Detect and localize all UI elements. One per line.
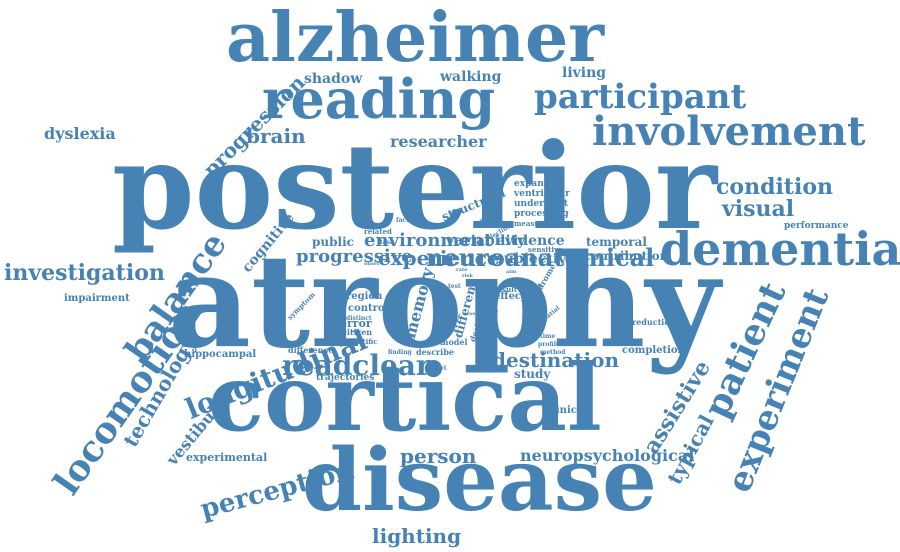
word-progressive: walking [440, 69, 502, 85]
word-investigation: lighting [372, 524, 462, 548]
word-related: related [364, 227, 392, 236]
word-task: task [380, 239, 395, 246]
word-performance: performance [784, 221, 849, 231]
word-expansion: expansion [514, 179, 565, 189]
word-area: area [436, 309, 449, 315]
word-processing: processing [514, 209, 569, 219]
word-neuropsychological: living [562, 65, 607, 81]
word-posterior: posterior [112, 117, 718, 256]
word-destination: neuropsychological [520, 446, 695, 465]
word-progression: investigation [4, 260, 165, 286]
word-study: subjective [496, 251, 576, 267]
word-alzheimer: alzheimer [226, 0, 605, 78]
word-neuroanatomical: dyslexia [44, 124, 116, 143]
word-citizen: citizen [342, 327, 373, 337]
word-effect: effect [494, 291, 526, 302]
word-assistive: readclear [282, 349, 431, 382]
word-cortical: cortical [208, 344, 602, 452]
word-participant: participant [534, 77, 747, 117]
word-distinct: distinct [346, 315, 372, 322]
word-longitudinal: condition [716, 174, 833, 200]
word-dementia: dementia [660, 222, 900, 276]
word-describe: describe [416, 347, 454, 357]
word-underwent: underwent [514, 199, 569, 209]
word-contribution: experimental [186, 451, 268, 464]
word-target: target [426, 365, 447, 372]
word-living: variability [446, 233, 526, 249]
word-hippocampal: impairment [64, 293, 130, 304]
word-reduction: reduction [632, 317, 676, 327]
word-aim: aim [506, 269, 517, 275]
word-completion: clinical [546, 405, 588, 416]
word-condition: destination [492, 348, 620, 372]
word-finding: finding [388, 349, 412, 356]
word-experimental: hippocampal [184, 349, 257, 360]
word-profile: profile [538, 341, 560, 348]
word-region: control [348, 303, 389, 314]
word-subjective: contribution [584, 249, 669, 263]
word-risk: risk [462, 273, 473, 279]
word-clinical: error [340, 317, 372, 330]
word-trajectories: trajectories [316, 373, 375, 383]
word-time: time [540, 333, 556, 340]
word-variability: temporal [586, 235, 647, 249]
word-sensitive: sensitive [528, 245, 563, 254]
word-brain: experience [378, 246, 500, 270]
word-case: case [466, 311, 479, 317]
word-lighting: progressive [296, 246, 413, 267]
word-perception: visual [722, 196, 795, 222]
word-readclear: person [400, 444, 477, 468]
word-test: test [448, 283, 461, 290]
word-scientific: scientific [342, 337, 378, 346]
word-walking: public [312, 235, 354, 249]
word-vestibular: brain [246, 124, 306, 148]
word-experience: researcher [390, 132, 487, 151]
word-rate: rate [456, 267, 468, 273]
word-factor: factor [396, 217, 417, 224]
word-measure: measure [514, 219, 548, 228]
word-result: result [494, 285, 518, 294]
word-public: evidence [496, 233, 565, 249]
word-onset: onset [364, 261, 380, 267]
word-person: environment [364, 230, 493, 251]
word-atrophy: atrophy [168, 227, 720, 377]
word-method: method [540, 349, 566, 356]
word-environment: shadow [304, 71, 363, 87]
word-visual: neuroanatomical [426, 243, 655, 272]
word-researcher: study [514, 367, 551, 381]
word-involvement: involvement [592, 108, 866, 155]
word-ventricular: ventricular [514, 189, 570, 199]
word-disease: disease [302, 430, 657, 531]
word-impairment: completion [622, 345, 685, 356]
word-error: region [346, 291, 383, 302]
word-model: model [440, 337, 468, 347]
word-trial: trial [476, 287, 491, 294]
word-difference: difference [288, 345, 334, 355]
word-reading: reading [262, 67, 496, 131]
